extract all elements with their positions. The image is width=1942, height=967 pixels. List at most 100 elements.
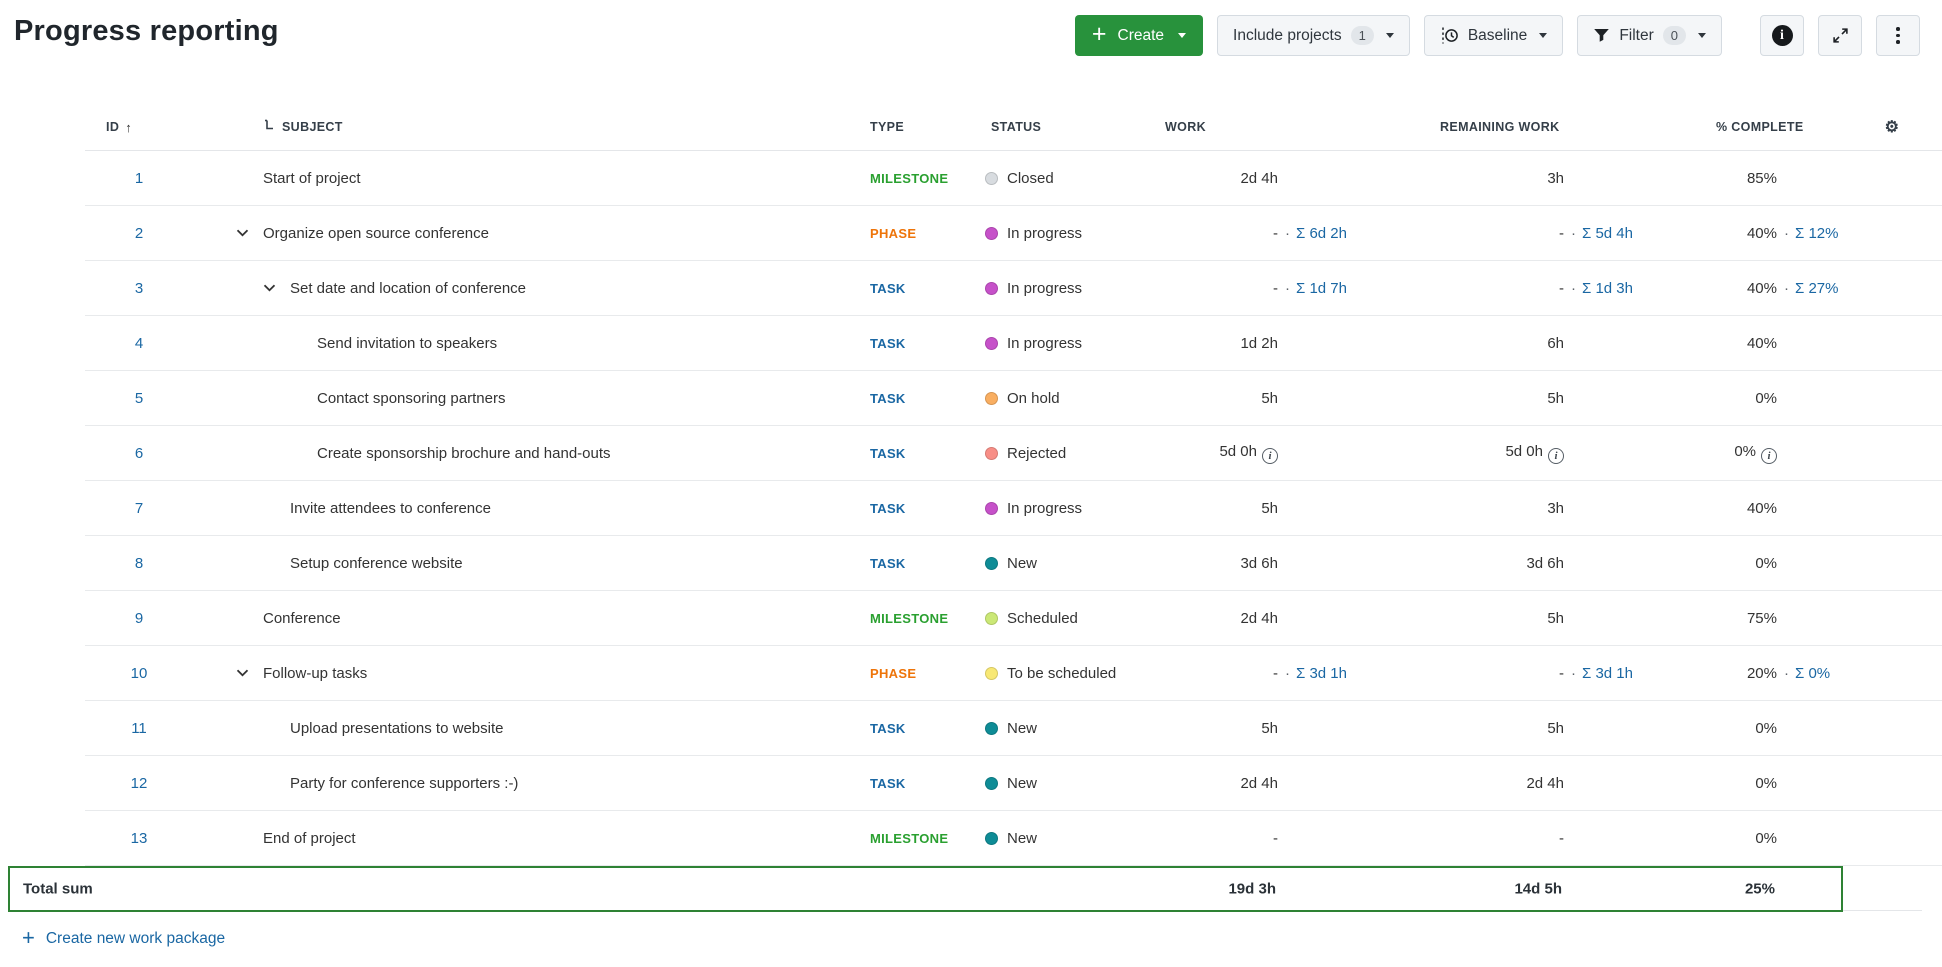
type-label: TASK — [870, 280, 906, 296]
work-cell: - · Σ 3d 1h — [1160, 665, 1434, 682]
sum-separator: · — [1571, 224, 1576, 242]
create-new-work-package-link[interactable]: + Create new work package — [22, 925, 226, 950]
percent-complete-cell: 0% — [1705, 720, 1862, 737]
table-row[interactable]: 5 Contact sponsoring partners TASK On hold 5… — [85, 371, 1942, 426]
sum-separator: · — [1784, 279, 1789, 297]
total-sum-work: 19d 3h — [1228, 880, 1276, 898]
percent-complete-value: 40% — [1746, 279, 1777, 297]
column-header-settings[interactable]: ⚙ — [1862, 117, 1922, 137]
table-row[interactable]: 10 Follow-up tasks PHASE To be scheduled - · Σ… — [85, 646, 1942, 701]
column-header-percent[interactable]: % COMPLETE — [1705, 117, 1862, 137]
include-projects-label: Include projects — [1233, 26, 1342, 44]
column-header-work[interactable]: WORK — [1160, 117, 1434, 137]
remaining-work-sum-link[interactable]: Σ 3d 1h — [1582, 664, 1633, 682]
remaining-work-cell: 5h — [1434, 390, 1705, 407]
create-button[interactable]: + Create — [1074, 15, 1204, 56]
table-row[interactable]: 6 Create sponsorship brochure and hand-ou… — [85, 426, 1942, 481]
remaining-work-value: 3h — [1547, 169, 1564, 187]
percent-complete-sum-link[interactable]: Σ 27% — [1795, 279, 1839, 297]
percent-complete-derived: · Σ 12% — [1784, 225, 1838, 242]
work-package-id-link[interactable]: 5 — [134, 389, 144, 407]
table-row[interactable]: 7 Invite attendees to conference TASK In pr… — [85, 481, 1942, 536]
baseline-icon — [1440, 26, 1459, 45]
table-header-row: ID ↑ SUBJECT TYPE STATUS WORK REMAINING WORK % … — [85, 70, 1942, 151]
plus-icon: + — [22, 925, 35, 950]
remaining-work-value: 3h — [1547, 499, 1564, 517]
id-cell: 13 — [85, 830, 165, 847]
collapse-chevron-icon[interactable] — [263, 284, 290, 292]
work-cell: 2d 4h — [1160, 610, 1434, 627]
filter-button[interactable]: Filter 0 — [1577, 15, 1722, 56]
work-package-table: ID ↑ SUBJECT TYPE STATUS WORK REMAINING WORK % … — [0, 70, 1942, 949]
hierarchy-icon — [263, 119, 276, 135]
id-cell: 10 — [85, 665, 165, 682]
baseline-button[interactable]: Baseline — [1423, 15, 1564, 56]
column-header-remaining[interactable]: REMAINING WORK — [1434, 117, 1705, 137]
status-dot-icon — [985, 391, 998, 405]
collapse-chevron-icon[interactable] — [236, 669, 263, 677]
work-package-id-link[interactable]: 11 — [131, 719, 147, 737]
status-label: New — [1007, 554, 1038, 572]
percent-complete-sum-link[interactable]: Σ 0% — [1795, 664, 1831, 682]
work-sum-link[interactable]: Σ 6d 2h — [1296, 224, 1347, 242]
work-package-id-link[interactable]: 12 — [130, 774, 148, 792]
table-row[interactable]: 1 Start of project MILESTONE Closed 2d 4h 3h 8… — [85, 151, 1942, 206]
include-projects-button[interactable]: Include projects 1 — [1217, 15, 1410, 56]
fullscreen-button[interactable] — [1818, 15, 1862, 56]
type-cell: MILESTONE — [855, 611, 985, 626]
column-header-subject[interactable]: SUBJECT — [165, 117, 855, 137]
work-sum-link[interactable]: Σ 3d 1h — [1296, 664, 1347, 682]
work-sum-link[interactable]: Σ 1d 7h — [1296, 279, 1347, 297]
table-row[interactable]: 2 Organize open source conference PHASE In … — [85, 206, 1942, 261]
work-cell: 2d 4h — [1160, 170, 1434, 187]
work-package-id-link[interactable]: 10 — [130, 664, 148, 682]
work-package-id-link[interactable]: 13 — [130, 829, 148, 847]
work-value: - — [1273, 279, 1278, 297]
info-button[interactable]: i — [1760, 15, 1804, 56]
percent-complete-value: 0% — [1755, 774, 1777, 792]
info-icon[interactable]: i — [1761, 447, 1777, 464]
table-row[interactable]: 11 Upload presentations to website TASK New… — [85, 701, 1942, 756]
work-package-id-link[interactable]: 8 — [134, 554, 144, 572]
table-row[interactable]: 8 Setup conference website TASK New 3d 6h 3d … — [85, 536, 1942, 591]
gear-icon: ⚙ — [1884, 119, 1900, 136]
table-row[interactable]: 4 Send invitation to speakers TASK In progr… — [85, 316, 1942, 371]
status-cell: Scheduled — [985, 610, 1160, 627]
table-row[interactable]: 12 Party for conference supporters :-) TAS… — [85, 756, 1942, 811]
subject-cell: Create sponsorship brochure and hand-out… — [165, 445, 855, 462]
column-header-type[interactable]: TYPE — [855, 117, 985, 137]
column-header-id[interactable]: ID ↑ — [85, 117, 165, 137]
table-row[interactable]: 9 Conference MILESTONE Scheduled 2d 4h 5h 75% — [85, 591, 1942, 646]
work-package-id-link[interactable]: 6 — [134, 444, 144, 462]
status-cell: New — [985, 720, 1160, 737]
work-package-id-link[interactable]: 9 — [134, 609, 144, 627]
status-cell: Rejected — [985, 445, 1160, 462]
work-package-id-link[interactable]: 4 — [134, 334, 144, 352]
status-label: In progress — [1007, 279, 1083, 297]
work-package-id-link[interactable]: 3 — [134, 279, 144, 297]
work-package-id-link[interactable]: 1 — [134, 169, 144, 187]
percent-complete-value: 85% — [1746, 169, 1777, 187]
type-cell: PHASE — [855, 666, 985, 681]
type-label: PHASE — [870, 665, 917, 681]
toolbar: + Create Include projects 1 Baseline — [1074, 15, 1920, 56]
table-row[interactable]: 3 Set date and location of conference TASK… — [85, 261, 1942, 316]
remaining-work-sum-link[interactable]: Σ 1d 3h — [1582, 279, 1633, 297]
work-package-id-link[interactable]: 2 — [134, 224, 144, 242]
create-new-work-package-label: Create new work package — [45, 930, 226, 947]
column-header-status[interactable]: STATUS — [985, 117, 1160, 137]
more-options-button[interactable] — [1876, 15, 1920, 56]
work-package-id-link[interactable]: 7 — [134, 499, 144, 517]
subject-cell: Party for conference supporters :-) — [165, 775, 855, 792]
info-icon[interactable]: i — [1262, 447, 1278, 464]
info-icon[interactable]: i — [1548, 447, 1564, 464]
subject-label: Party for conference supporters :-) — [290, 774, 519, 792]
collapse-chevron-icon[interactable] — [236, 229, 263, 237]
work-derived: · Σ 3d 1h — [1285, 665, 1347, 682]
status-label: In progress — [1007, 224, 1083, 242]
table-row[interactable]: 13 End of project MILESTONE New - - 0% — [85, 811, 1942, 866]
percent-complete-cell: 0% — [1705, 555, 1862, 572]
remaining-work-sum-link[interactable]: Σ 5d 4h — [1582, 224, 1633, 242]
percent-complete-value: 0% — [1755, 719, 1777, 737]
percent-complete-sum-link[interactable]: Σ 12% — [1795, 224, 1839, 242]
